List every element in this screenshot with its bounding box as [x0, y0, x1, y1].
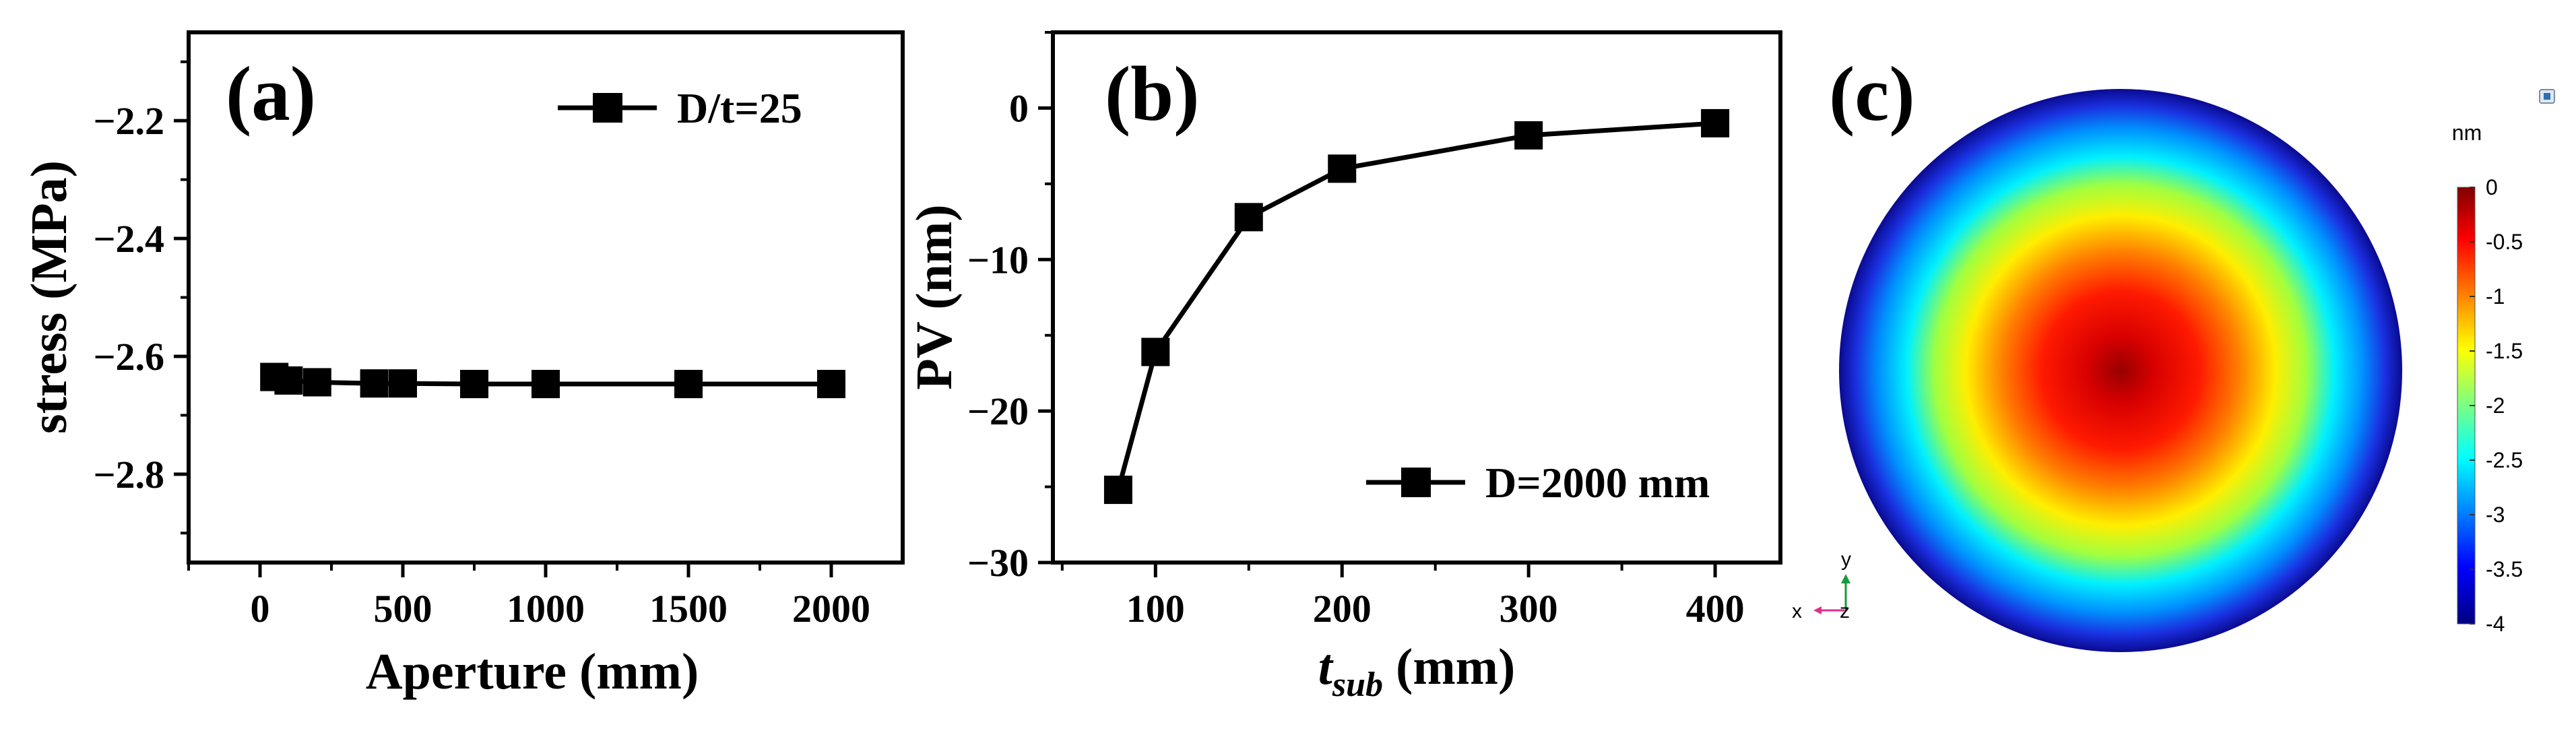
panel-b-y-tick-label: 0: [1009, 86, 1029, 130]
triad-x-label: x: [1792, 600, 1802, 622]
panel-b-y-tick-label: −20: [967, 389, 1029, 433]
panel-b-x-ticks: 100 200 300 400: [1060, 563, 1745, 631]
panel-a-x-tick-label: 500: [374, 587, 432, 631]
colorbar-tick-label: -3: [2486, 503, 2505, 527]
panel-a-data-point: [360, 369, 389, 398]
panel-a-x-tick-label: 1000: [507, 587, 585, 631]
panel-a-x-tick-label: 0: [251, 587, 270, 631]
panel-b-legend-marker: [1401, 468, 1431, 497]
panel-b-legend-label: D=2000 mm: [1485, 459, 1710, 507]
triad-y-label: y: [1841, 548, 1851, 571]
panel-a-legend-marker: [593, 93, 622, 123]
view-toolbar-icon[interactable]: [2539, 89, 2555, 104]
panel-a-data-point: [460, 370, 488, 399]
panel-a-x-axis-label: Aperture (mm): [366, 643, 699, 700]
panel-a-legend: D/t=25: [558, 84, 802, 132]
panel-b-data-point: [1514, 121, 1543, 150]
panel-a-legend-label: D/t=25: [677, 84, 802, 132]
panel-b-series-line: [1116, 121, 1716, 490]
colorbar-ticks: 0 -0.5 -1 -1.5 -2 -2.5 -3 -3.5 -4: [2470, 175, 2523, 636]
panel-b-y-tick-label: −10: [967, 238, 1029, 282]
panel-b-x-axis-label-sub: sub: [1332, 666, 1383, 704]
panel-a-x-tick-label: 2000: [792, 587, 870, 631]
panel-b-plot-frame: [1051, 30, 1782, 565]
panel-a-data-point: [532, 370, 560, 399]
colorbar-tick-label: -0.5: [2486, 230, 2523, 254]
axis-triad: y x z: [1792, 548, 1851, 622]
colorbar-tick-label: -4: [2486, 612, 2505, 636]
panel-a-y-axis-label: stress (MPa): [21, 160, 77, 434]
panel-b-data-point: [1701, 108, 1730, 137]
panel-b-data-point: [1103, 476, 1132, 505]
panel-a-data-point: [674, 370, 703, 399]
panel-a-y-ticks: −2.2 −2.4 −2.6 −2.8: [93, 60, 189, 535]
panel-a-data-point: [817, 370, 845, 399]
panel-b-y-axis-label: PV (nm): [906, 204, 963, 389]
panel-a-label: (a): [226, 51, 316, 137]
triad-x-arrow-icon: [1813, 606, 1822, 614]
panel-b-pv-vs-tsub: (b) D=2000 mm 100 200 300 400 0 −10 −20 −30 ts…: [906, 30, 1782, 704]
panel-c-deformation-map: (c) y x z nm 0 -0.5 -1 -1.5 -2 -2.5 -3 -3.5 -4: [1792, 51, 2555, 652]
view-toolbar-icon-glyph[interactable]: [2544, 93, 2550, 100]
panel-c-label: (c): [1829, 51, 1915, 137]
panel-b-x-tick-label: 400: [1686, 587, 1745, 631]
panel-a-data-point: [389, 369, 417, 398]
panel-a-y-tick-label: −2.8: [93, 453, 164, 497]
panel-b-x-tick-label: 100: [1126, 587, 1185, 631]
panel-b-data-point: [1234, 203, 1263, 232]
panel-a-x-ticks: 0 500 1000 1500 2000: [187, 563, 870, 631]
panel-a-data-point: [274, 366, 303, 395]
panel-a-y-tick-label: −2.2: [93, 99, 164, 143]
panel-b-data-point: [1328, 154, 1357, 183]
panel-b-x-tick-label: 200: [1313, 587, 1372, 631]
triad-y-arrow-icon: [1841, 574, 1850, 583]
panel-b-y-tick-label: −30: [967, 541, 1029, 585]
panel-c-deformation-disk: [1839, 89, 2402, 652]
colorbar-tick-label: -2.5: [2486, 448, 2523, 472]
colorbar-tick-label: -1.5: [2486, 339, 2523, 363]
colorbar-tick-label: 0: [2486, 175, 2498, 199]
panel-a-y-tick-label: −2.4: [93, 217, 164, 261]
colorbar: nm 0 -0.5 -1 -1.5 -2 -2.5 -3 -3.5 -4: [2452, 121, 2523, 636]
panel-a-data-point: [302, 368, 331, 397]
panel-b-x-tick-label: 300: [1500, 587, 1558, 631]
panel-b-x-axis-label-t: t: [1318, 639, 1334, 695]
panel-a-x-tick-label: 1500: [649, 587, 728, 631]
panel-a-y-tick-label: −2.6: [93, 335, 164, 379]
panel-b-series: [1103, 108, 1730, 505]
triad-z-label: z: [1840, 600, 1850, 622]
panel-b-x-axis-label-unit: (mm): [1383, 639, 1515, 695]
colorbar-tick-label: -1: [2486, 284, 2505, 309]
panel-a-stress-vs-aperture: (a) D/t=25 0 500 1000 1500 2000 −2.2 −2.4 −2.6…: [21, 30, 905, 700]
panel-b-legend: D=2000 mm: [1366, 459, 1710, 507]
panel-b-label: (b): [1105, 51, 1200, 137]
colorbar-tick-label: -3.5: [2486, 557, 2523, 581]
panel-b-x-axis-label: tsub (mm): [1318, 639, 1516, 704]
panel-b-data-point: [1141, 338, 1170, 366]
panel-b-y-ticks: 0 −10 −20 −30: [967, 31, 1053, 585]
colorbar-unit-label: nm: [2452, 121, 2482, 145]
panel-a-series: [260, 362, 845, 399]
colorbar-tick-label: -2: [2486, 393, 2505, 418]
